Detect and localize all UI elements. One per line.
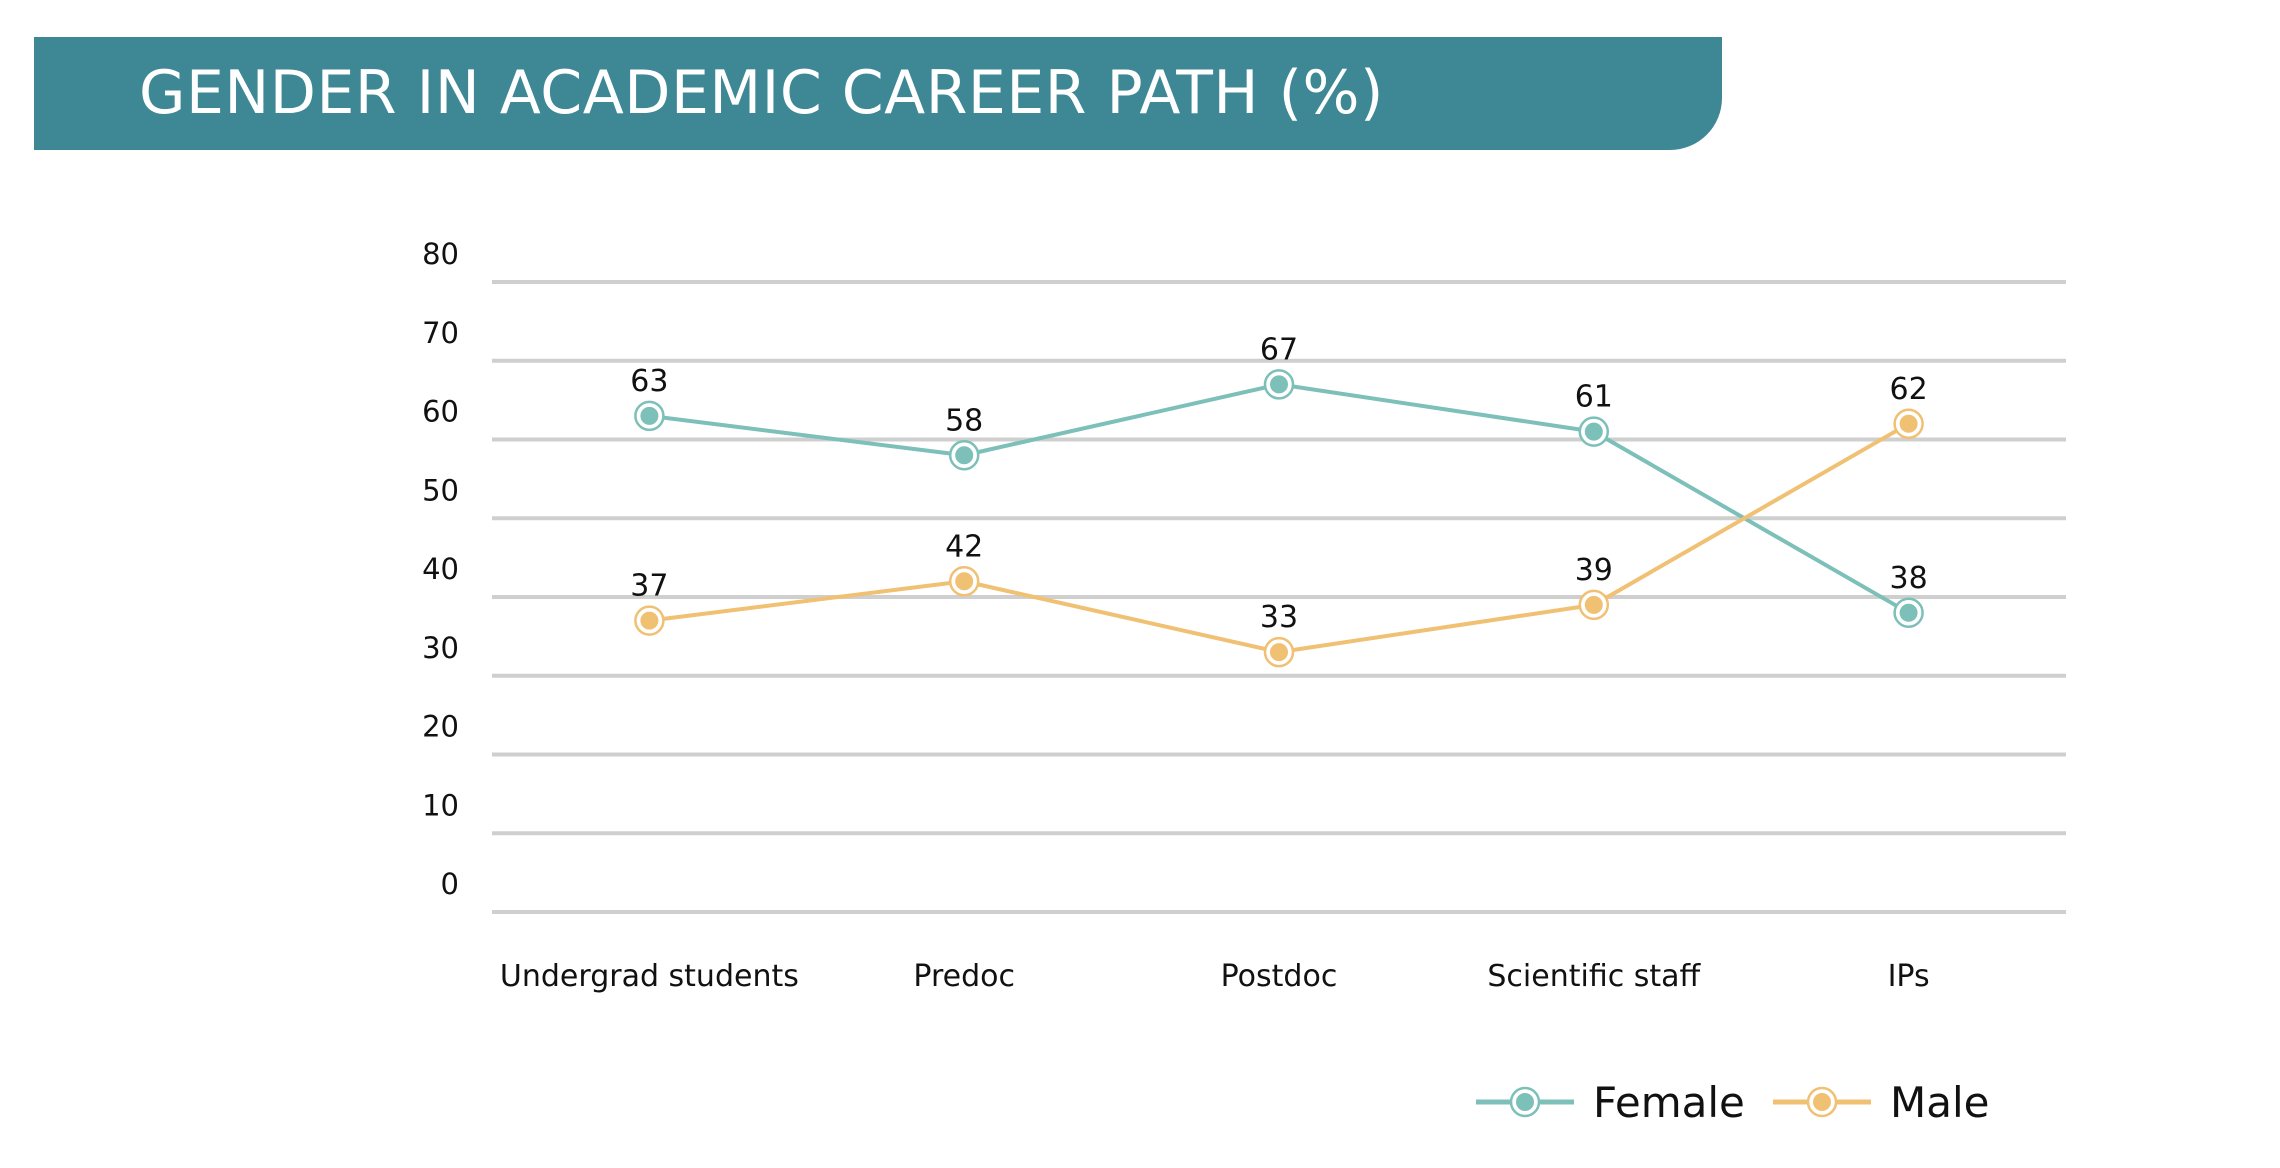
y-tick-label: 30 [422,631,459,665]
gridlines [492,280,2066,914]
legend: Female Male [1476,1078,1989,1127]
y-tick-label: 20 [422,710,459,744]
female-marker [955,446,974,465]
male-legend-label: Male [1890,1078,1989,1127]
female-data-label: 63 [630,364,668,399]
female-line [649,382,1910,615]
series [634,369,1924,668]
y-tick-label: 80 [422,237,459,271]
female-marker [1584,422,1603,441]
x-tick-label: Scientific staff [1487,959,1701,994]
y-tick-label: 70 [422,316,459,350]
female-legend-marker [1516,1093,1534,1111]
female-legend-label: Female [1593,1078,1745,1127]
x-tick-label: Predoc [913,959,1015,994]
female-data-label: 67 [1260,332,1298,367]
male-data-label: 42 [945,529,983,564]
female-marker [640,406,659,425]
y-tick-label: 0 [441,867,459,901]
male-marker [1270,643,1288,662]
male-marker [640,611,659,630]
y-axis-ticks: 0 10 20 30 40 50 60 70 80 [422,237,459,901]
y-tick-label: 50 [422,473,459,507]
female-data-label: 38 [1890,561,1928,596]
male-data-label: 39 [1575,553,1613,588]
title-banner: GENDER IN ACADEMIC CAREER PATH (%) [34,37,1722,150]
x-tick-label: Undergrad students [500,959,799,994]
male-data-label: 37 [630,569,668,604]
y-tick-label: 60 [422,395,459,429]
male-marker [955,572,974,591]
x-tick-label: Postdoc [1221,959,1338,994]
male-marker [1584,595,1603,614]
chart-title: GENDER IN ACADEMIC CAREER PATH (%) [139,58,1384,128]
female-marker [1270,375,1288,394]
male-legend-marker [1813,1093,1831,1111]
y-tick-label: 40 [422,552,459,586]
data-labels: 63 58 67 61 38 37 42 33 39 62 [630,332,1927,635]
x-axis-ticks: Undergrad students Predoc Postdoc Scientifi… [500,959,1930,994]
male-data-label: 62 [1890,372,1928,407]
male-marker [1899,414,1918,433]
x-tick-label: IPs [1888,959,1930,994]
female-marker [1899,603,1918,622]
female-data-label: 61 [1575,380,1613,415]
y-tick-label: 10 [422,788,459,822]
male-data-label: 33 [1260,600,1298,635]
female-data-label: 58 [945,403,983,438]
